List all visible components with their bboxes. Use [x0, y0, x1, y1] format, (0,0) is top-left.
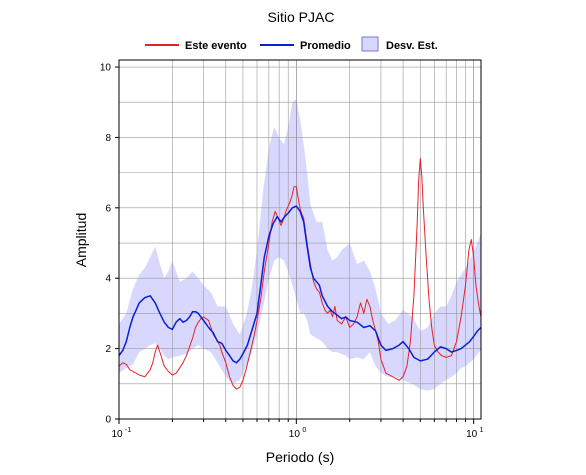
- y-tick-label: 10: [100, 63, 112, 74]
- y-tick-label: 8: [105, 133, 111, 144]
- x-tick-exponent: -1: [125, 427, 131, 434]
- y-tick-label: 4: [105, 274, 111, 285]
- x-tick-label: 10: [289, 429, 301, 440]
- legend: Este evento Promedio Desv. Est.: [145, 36, 438, 52]
- y-tick-label: 6: [105, 203, 111, 214]
- legend-label: Promedio: [300, 40, 351, 52]
- y-axis-label: Amplitud: [73, 213, 89, 267]
- x-axis-label: Periodo (s): [266, 449, 334, 465]
- legend-swatch: [361, 36, 379, 52]
- y-tick-label: 0: [105, 415, 111, 426]
- series-layer: [118, 158, 482, 390]
- std-dev-band-layer: [119, 98, 481, 391]
- x-tick-exponent: 0: [302, 427, 306, 434]
- series-line-este-evento: [118, 158, 482, 390]
- x-tick-label: 10: [466, 429, 478, 440]
- std-dev-band: [119, 98, 481, 391]
- legend-label: Desv. Est.: [386, 40, 438, 52]
- x-tick-exponent: 1: [480, 427, 484, 434]
- series-line-promedio: [118, 205, 482, 364]
- legend-label: Este evento: [185, 40, 247, 52]
- chart-title: Sitio PJAC: [268, 9, 335, 25]
- plot-frame: [118, 59, 482, 420]
- x-tick-label: 10: [111, 429, 123, 440]
- y-tick-label: 2: [105, 344, 111, 355]
